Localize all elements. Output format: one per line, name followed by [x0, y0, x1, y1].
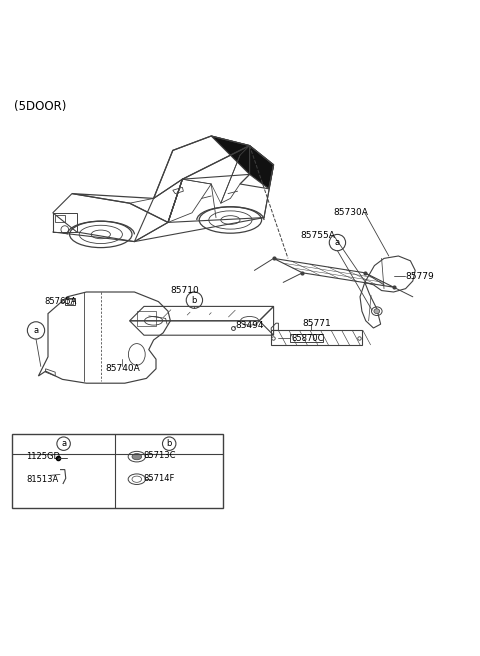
Text: 85714F: 85714F	[143, 474, 174, 483]
Text: 85740A: 85740A	[106, 364, 140, 373]
Bar	[12, 434, 223, 508]
Text: 81513A: 81513A	[26, 475, 59, 483]
Text: 85771: 85771	[302, 319, 331, 328]
Text: 85870C: 85870C	[292, 334, 324, 342]
Bar	[137, 311, 156, 325]
Polygon shape	[211, 136, 274, 189]
Text: (5DOOR): (5DOOR)	[14, 100, 67, 113]
Text: b: b	[192, 296, 197, 304]
Text: 85713C: 85713C	[143, 451, 176, 460]
Text: 83494: 83494	[235, 321, 264, 330]
Bar	[67, 299, 73, 304]
Text: a: a	[34, 326, 38, 335]
Text: a: a	[61, 439, 66, 448]
Text: 85765A: 85765A	[44, 297, 76, 306]
Text: 85779: 85779	[406, 272, 434, 281]
Ellipse shape	[374, 309, 380, 314]
Text: b: b	[167, 439, 172, 448]
Bar	[65, 298, 75, 306]
Text: a: a	[335, 238, 340, 247]
Ellipse shape	[132, 453, 142, 460]
Text: 85755A: 85755A	[300, 231, 335, 240]
Text: 85730A: 85730A	[334, 209, 369, 217]
Bar	[290, 334, 323, 342]
Text: 85710: 85710	[170, 286, 199, 295]
Text: 1125GD: 1125GD	[26, 452, 60, 461]
